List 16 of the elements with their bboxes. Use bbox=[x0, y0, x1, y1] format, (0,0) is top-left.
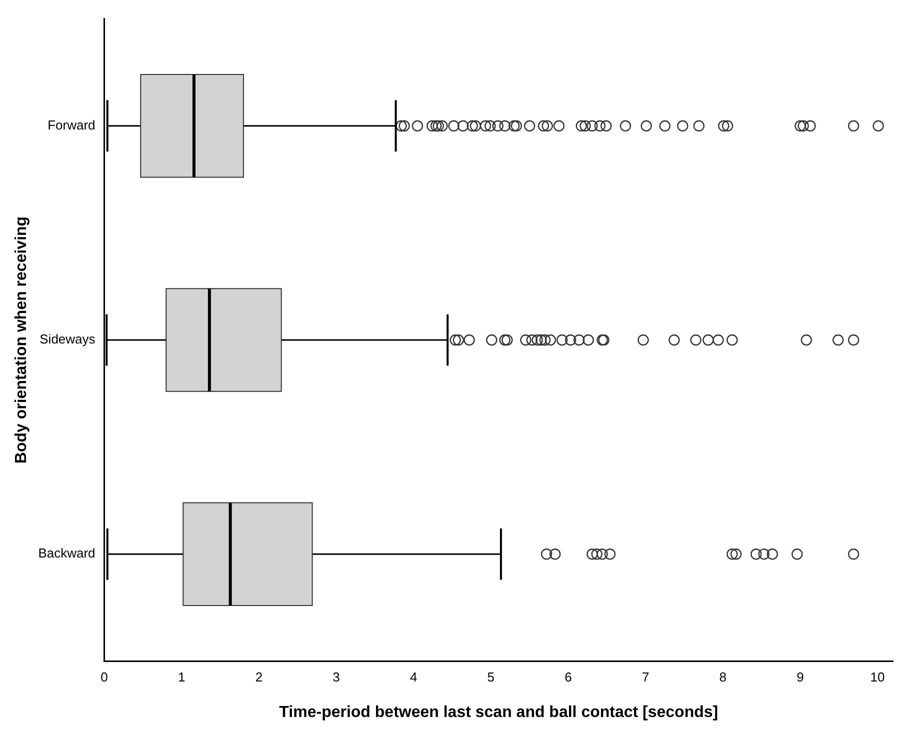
x-tick-label: 3 bbox=[332, 670, 340, 685]
y-tick-label: Sideways bbox=[40, 332, 96, 347]
x-tick-label: 2 bbox=[255, 670, 263, 685]
y-tick-label: Backward bbox=[38, 546, 96, 561]
y-tick-label: Forward bbox=[48, 117, 96, 132]
x-axis-title: Time-period between last scan and ball contact [seconds] bbox=[279, 704, 718, 721]
x-tick-label: 8 bbox=[719, 670, 726, 685]
y-axis-title: Body orientation when receiving bbox=[13, 216, 30, 464]
x-tick-label: 9 bbox=[796, 670, 804, 685]
x-tick-label: 0 bbox=[100, 670, 108, 685]
x-tick-label: 10 bbox=[870, 670, 885, 685]
x-tick-label: 5 bbox=[487, 670, 495, 685]
x-tick-label: 7 bbox=[642, 670, 650, 685]
x-tick-label: 4 bbox=[410, 670, 418, 685]
x-tick-label: 6 bbox=[564, 670, 572, 685]
x-tick-label: 1 bbox=[178, 670, 186, 685]
